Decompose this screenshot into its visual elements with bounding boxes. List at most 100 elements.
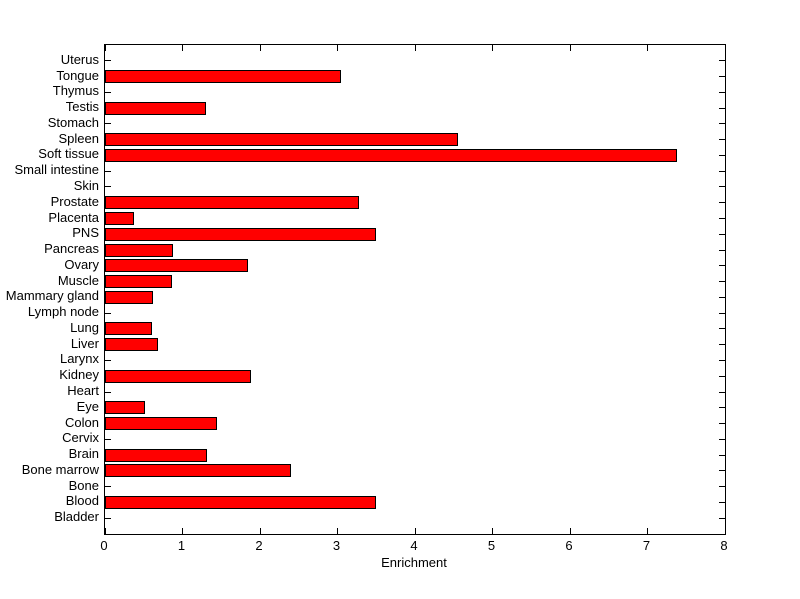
y-tick-right-soft-tissue — [719, 154, 725, 156]
y-tick-right-muscle — [719, 281, 725, 283]
y-label-uterus: Uterus — [60, 51, 99, 67]
y-tick-right-colon — [719, 423, 725, 425]
y-label-spleen: Spleen — [58, 130, 99, 146]
y-label-thymus: Thymus — [52, 83, 99, 99]
bar-colon — [105, 417, 218, 431]
x-tick-top-2 — [259, 45, 261, 51]
y-tick-right-mammary-gland — [719, 296, 725, 298]
x-tick-top-1 — [182, 45, 183, 51]
x-tick-bottom-6 — [569, 528, 571, 534]
bar-tongue — [105, 70, 342, 84]
y-tick-left-uterus — [105, 60, 111, 62]
y-label-bone: Bone — [68, 477, 99, 493]
y-tick-right-stomach — [719, 123, 725, 125]
y-tick-right-prostate — [719, 202, 725, 204]
bar-liver — [105, 338, 158, 352]
y-label-blood: Blood — [65, 493, 99, 509]
y-tick-right-cervix — [719, 438, 725, 440]
bar-lung — [105, 322, 153, 336]
y-tick-right-bladder — [719, 517, 725, 519]
y-label-kidney: Kidney — [59, 367, 99, 383]
y-tick-left-thymus — [105, 91, 111, 93]
x-tick-bottom-3 — [337, 528, 338, 534]
x-tick-label-4: 4 — [410, 538, 418, 553]
x-tick-label-8: 8 — [720, 538, 728, 553]
y-label-testis: Testis — [65, 99, 99, 115]
bar-ovary — [105, 259, 249, 273]
y-label-stomach: Stomach — [47, 114, 99, 130]
y-tick-right-spleen — [719, 139, 725, 141]
y-tick-left-cervix — [105, 438, 111, 440]
y-tick-right-thymus — [719, 91, 725, 93]
x-tick-label-5: 5 — [487, 538, 496, 553]
x-tick-top-3 — [337, 45, 338, 51]
x-tick-bottom-0 — [104, 528, 106, 534]
y-label-mammary-gland: Mammary gland — [5, 288, 99, 304]
x-tick-label-3: 3 — [332, 538, 341, 553]
y-tick-left-bladder — [105, 517, 111, 519]
y-tick-left-skin — [105, 186, 111, 188]
y-label-pns: PNS — [72, 225, 99, 241]
y-tick-left-larynx — [105, 359, 111, 361]
y-tick-right-tongue — [719, 76, 725, 78]
plot-inner — [104, 45, 726, 534]
x-tick-bottom-2 — [259, 528, 261, 534]
x-tick-bottom-5 — [492, 528, 493, 534]
y-label-skin: Skin — [73, 177, 99, 193]
y-label-brain: Brain — [68, 446, 99, 462]
y-tick-right-lung — [719, 328, 725, 330]
bar-soft-tissue — [105, 148, 677, 162]
y-tick-right-heart — [719, 391, 725, 393]
y-label-cervix: Cervix — [62, 430, 99, 446]
y-tick-right-small-intestine — [719, 170, 725, 172]
bar-pns — [105, 227, 377, 241]
bar-bone-marrow — [105, 464, 291, 478]
x-tick-label-0: 0 — [100, 538, 108, 553]
y-tick-right-larynx — [719, 359, 725, 361]
y-tick-left-small-intestine — [105, 170, 111, 172]
x-tick-bottom-4 — [414, 528, 416, 534]
y-label-bone-marrow: Bone marrow — [21, 461, 99, 477]
y-tick-right-bone — [719, 486, 725, 488]
y-tick-right-testis — [719, 107, 725, 109]
y-tick-right-uterus — [719, 60, 725, 62]
y-tick-left-bone — [105, 486, 111, 488]
bar-blood — [105, 495, 377, 509]
y-tick-right-pancreas — [719, 249, 725, 251]
x-tick-bottom-8 — [724, 528, 726, 534]
y-tick-right-placenta — [719, 218, 725, 220]
y-tick-right-pns — [719, 233, 725, 235]
x-tick-top-6 — [569, 45, 571, 51]
y-tick-left-stomach — [105, 123, 111, 125]
y-tick-right-liver — [719, 344, 725, 346]
y-tick-right-eye — [719, 407, 725, 409]
bar-mammary-gland — [105, 290, 154, 304]
y-tick-right-skin — [719, 186, 725, 188]
y-tick-right-lymph-node — [719, 312, 725, 314]
y-tick-right-brain — [719, 454, 725, 456]
y-label-colon: Colon — [65, 414, 99, 430]
y-tick-right-ovary — [719, 265, 725, 267]
y-label-tongue: Tongue — [56, 67, 99, 83]
bar-muscle — [105, 275, 172, 289]
y-label-heart: Heart — [67, 383, 99, 399]
y-label-soft-tissue: Soft tissue — [38, 146, 99, 162]
x-tick-label-2: 2 — [255, 538, 263, 553]
y-label-bladder: Bladder — [54, 509, 99, 525]
y-label-eye: Eye — [76, 398, 99, 414]
plot-area — [104, 44, 726, 535]
x-axis-title: Enrichment — [381, 555, 447, 570]
bar-kidney — [105, 369, 252, 383]
x-tick-top-5 — [492, 45, 493, 51]
bar-eye — [105, 401, 146, 415]
x-tick-top-8 — [724, 45, 726, 51]
y-label-prostate: Prostate — [50, 193, 99, 209]
y-label-lung: Lung — [70, 319, 99, 335]
x-tick-top-4 — [414, 45, 416, 51]
x-tick-top-0 — [104, 45, 106, 51]
y-label-placenta: Placenta — [48, 209, 99, 225]
x-tick-label-1: 1 — [177, 538, 186, 553]
y-label-pancreas: Pancreas — [44, 241, 99, 257]
x-tick-bottom-1 — [182, 528, 183, 534]
